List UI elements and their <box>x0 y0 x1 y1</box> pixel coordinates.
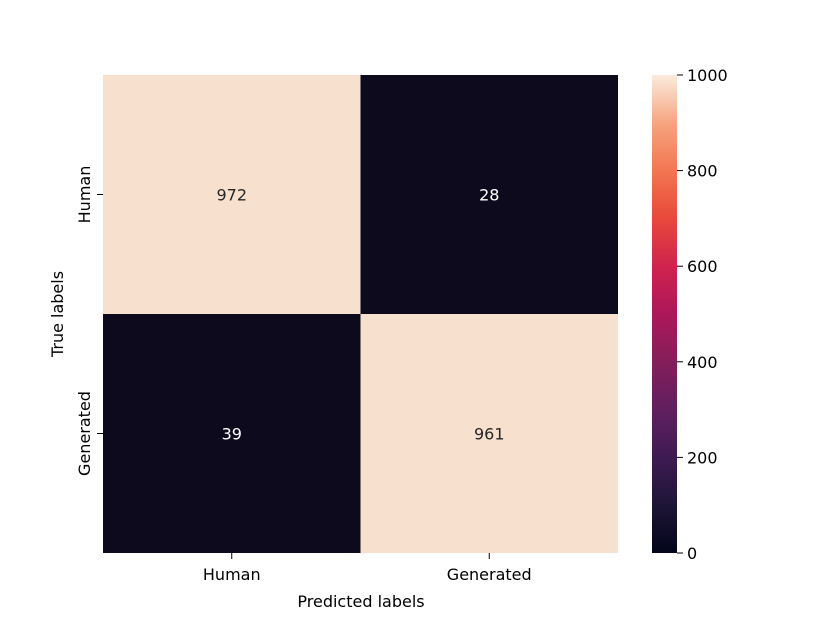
x-tick-label: Human <box>203 565 261 584</box>
heatmap-cell <box>360 314 618 553</box>
colorbar-ticks: 0 200 400 600 800 1000 <box>677 66 728 563</box>
cell-value-label: 961 <box>474 425 505 444</box>
colorbar-tick-label: 600 <box>687 257 718 276</box>
cell-value-label: 972 <box>216 186 247 205</box>
colorbar-tick-label: 200 <box>687 448 718 467</box>
x-tick-label: Generated <box>447 565 532 584</box>
heatmap-cell <box>103 314 361 553</box>
heatmap-cell <box>103 75 361 314</box>
colorbar-tick-label: 400 <box>687 353 718 372</box>
colorbar-tick-label: 800 <box>687 162 718 181</box>
y-axis-label: True labels <box>48 271 67 358</box>
heatmap-cells: 972 28 39 961 <box>103 75 618 553</box>
y-tick-label: Generated <box>75 391 94 476</box>
cell-value-label: 39 <box>222 425 242 444</box>
y-tick-label: Human <box>75 166 94 224</box>
x-axis: Predicted labels Human Generated <box>203 553 532 611</box>
colorbar-tick-label: 0 <box>687 544 697 563</box>
heatmap-cell <box>360 75 618 314</box>
y-axis: True labels Human Generated <box>48 166 103 476</box>
colorbar-gradient <box>652 75 677 553</box>
cell-value-label: 28 <box>479 186 499 205</box>
colorbar: 0 200 400 600 800 1000 <box>652 66 728 563</box>
colorbar-tick-label: 1000 <box>687 66 728 85</box>
x-axis-label: Predicted labels <box>297 592 424 611</box>
